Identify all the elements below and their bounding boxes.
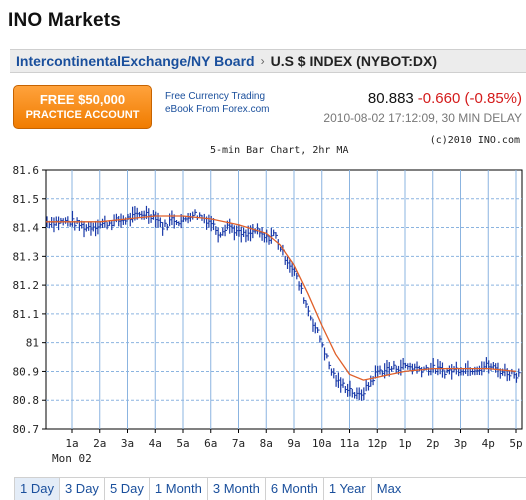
x-tick-label: 1a bbox=[65, 437, 78, 450]
x-tick-label: 2a bbox=[93, 437, 106, 450]
x-tick-label: 5p bbox=[509, 437, 522, 450]
promo-line1: FREE $50,000 bbox=[39, 92, 126, 107]
range-tab-1-month[interactable]: 1 Month bbox=[148, 478, 207, 500]
price-change: -0.660 (-0.85%) bbox=[417, 90, 522, 107]
y-tick-label: 81 bbox=[26, 337, 39, 350]
y-tick-label: 81.2 bbox=[13, 279, 40, 292]
x-tick-label: 2p bbox=[426, 437, 439, 450]
chart-copyright: (c)2010 INO.com bbox=[429, 135, 520, 146]
price-chart: 81.6 81.5 81.4 81.3 81.2 81.1 81 80.9 80.8 80.7 1a… bbox=[13, 164, 523, 465]
y-tick-label: 80.8 bbox=[13, 394, 40, 407]
quote-price: 80.883 -0.660 (-0.85%) bbox=[368, 90, 522, 107]
range-tab-3-month[interactable]: 3 Month bbox=[206, 478, 265, 500]
ebook-line2: eBook From Forex.com bbox=[165, 104, 270, 115]
y-tick-label: 81.3 bbox=[13, 250, 40, 263]
y-tick-label: 81.5 bbox=[13, 193, 40, 206]
last-price: 80.883 bbox=[367, 90, 414, 107]
y-tick-label: 81.1 bbox=[13, 308, 40, 321]
y-tick-label: 80.7 bbox=[13, 423, 40, 436]
quote-timestamp: 2010-08-02 17:12:09, 30 MIN DELAY bbox=[323, 111, 522, 125]
ebook-link[interactable]: Free Currency Trading eBook From Forex.c… bbox=[165, 90, 269, 116]
x-tick-label: 11a bbox=[340, 437, 360, 450]
y-tick-label: 81.6 bbox=[13, 164, 40, 177]
range-tab-1-day[interactable]: 1 Day bbox=[14, 478, 59, 500]
practice-account-button[interactable]: FREE $50,000 PRACTICE ACCOUNT bbox=[13, 85, 152, 129]
tabs-divider bbox=[14, 477, 526, 478]
range-tab-5-day[interactable]: 5 Day bbox=[103, 478, 149, 500]
breadcrumb-separator: › bbox=[260, 54, 265, 68]
page-title: INO Markets bbox=[8, 10, 122, 31]
range-tab-1-year[interactable]: 1 Year bbox=[322, 478, 371, 500]
promo-line2: PRACTICE ACCOUNT bbox=[25, 109, 140, 121]
x-tick-label: 4a bbox=[149, 437, 162, 450]
x-tick-label: 7a bbox=[232, 437, 245, 450]
x-tick-label: 3a bbox=[121, 437, 134, 450]
x-tick-label: 1p bbox=[398, 437, 411, 450]
breadcrumb-current: U.S $ INDEX (NYBOT:DX) bbox=[270, 53, 438, 69]
plot-area bbox=[45, 169, 523, 430]
range-tab-max[interactable]: Max bbox=[370, 478, 407, 500]
chart-title: 5-min Bar Chart, 2hr MA bbox=[210, 145, 349, 156]
breadcrumb-exchange-link[interactable]: IntercontinentalExchange/NY Board bbox=[16, 53, 255, 69]
x-tick-label: 10a bbox=[312, 437, 332, 450]
x-tick-label: 5a bbox=[176, 437, 189, 450]
x-tick-label: 3p bbox=[454, 437, 467, 450]
range-tabs: 1 Day 3 Day 5 Day 1 Month 3 Month 6 Month 1 Ye… bbox=[14, 478, 406, 500]
moving-average-line bbox=[46, 215, 517, 381]
range-tab-6-month[interactable]: 6 Month bbox=[264, 478, 323, 500]
ebook-line1: Free Currency Trading bbox=[165, 91, 266, 102]
x-axis-sublabel: Mon 02 bbox=[52, 452, 92, 465]
x-tick-label: 8a bbox=[260, 437, 273, 450]
breadcrumb: IntercontinentalExchange/NY Board › U.S … bbox=[10, 49, 526, 73]
y-tick-label: 80.9 bbox=[13, 365, 40, 378]
x-tick-label: 6a bbox=[204, 437, 217, 450]
x-tick-label: 9a bbox=[287, 437, 300, 450]
x-tick-label: 4p bbox=[482, 437, 495, 450]
y-tick-label: 81.4 bbox=[13, 222, 40, 235]
x-tick-label: 12p bbox=[367, 437, 387, 450]
range-tab-3-day[interactable]: 3 Day bbox=[58, 478, 104, 500]
